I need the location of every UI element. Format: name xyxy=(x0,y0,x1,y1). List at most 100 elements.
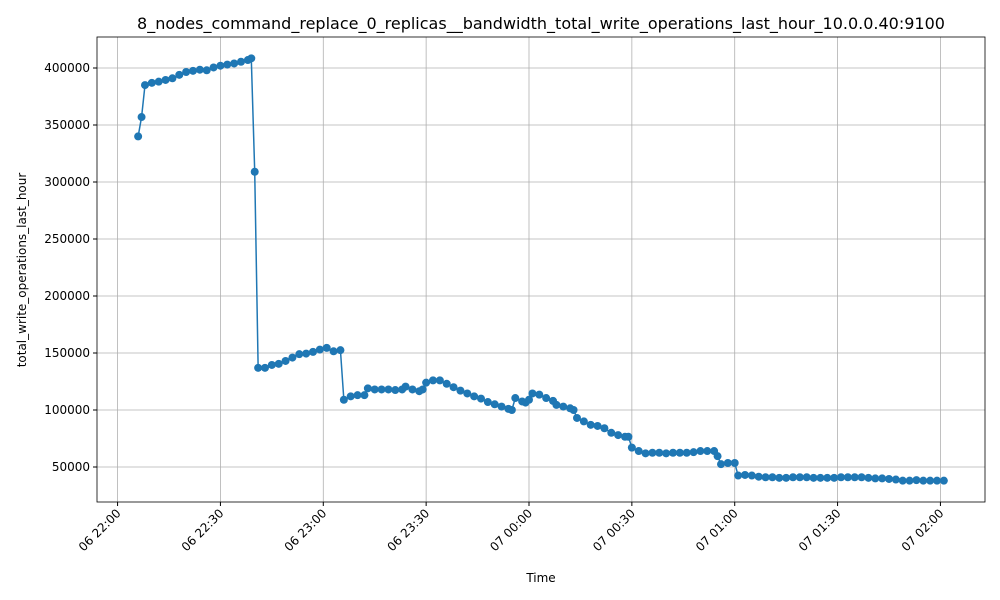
data-point xyxy=(254,363,263,372)
data-point xyxy=(809,473,818,482)
data-point xyxy=(182,67,191,76)
data-point xyxy=(528,389,537,398)
data-point xyxy=(237,57,245,66)
data-point xyxy=(339,395,348,404)
data-point xyxy=(137,113,146,122)
data-point xyxy=(377,385,386,394)
data-point xyxy=(336,346,345,355)
data-point xyxy=(463,389,472,398)
data-point xyxy=(477,394,485,403)
data-point xyxy=(281,356,290,365)
data-point xyxy=(939,476,948,485)
data-point xyxy=(871,474,880,483)
data-point xyxy=(689,448,698,457)
y-tick-label: 250000 xyxy=(44,232,90,246)
data-point xyxy=(655,448,664,457)
y-tick-label: 100000 xyxy=(44,403,90,417)
data-point xyxy=(675,448,684,457)
data-point xyxy=(535,390,544,399)
data-point xyxy=(202,66,211,75)
y-axis-label: total_write_operations_last_hour xyxy=(15,173,29,368)
chart-title: 8_nodes_command_replace_0_replicas__band… xyxy=(137,14,945,34)
data-point xyxy=(559,402,568,411)
data-point xyxy=(723,459,732,468)
data-point xyxy=(175,70,184,79)
data-point xyxy=(449,383,458,392)
data-point xyxy=(593,421,602,430)
data-point xyxy=(391,386,400,395)
data-point xyxy=(878,474,887,483)
data-point xyxy=(747,471,756,480)
data-point xyxy=(168,74,177,83)
data-point xyxy=(247,54,256,63)
data-point xyxy=(850,473,859,482)
data-point xyxy=(422,378,431,387)
data-point xyxy=(384,385,393,394)
data-point xyxy=(552,400,561,409)
data-point xyxy=(830,473,839,482)
data-point xyxy=(483,398,492,407)
data-point xyxy=(795,473,804,482)
data-point xyxy=(926,476,935,485)
data-point xyxy=(435,376,444,385)
data-point xyxy=(898,476,907,485)
data-point xyxy=(802,473,811,482)
data-point xyxy=(696,447,705,456)
data-point xyxy=(634,447,643,456)
data-point xyxy=(408,385,417,394)
data-point xyxy=(782,473,791,482)
data-point xyxy=(429,376,437,385)
data-point xyxy=(579,417,588,426)
data-point xyxy=(905,476,914,485)
data-point xyxy=(141,81,149,90)
data-point xyxy=(315,345,324,354)
data-point xyxy=(837,473,845,482)
data-point xyxy=(857,473,866,482)
data-point xyxy=(607,428,616,437)
data-point xyxy=(370,385,379,394)
data-point xyxy=(573,413,581,422)
data-point xyxy=(161,75,170,84)
data-point xyxy=(891,475,900,484)
data-point xyxy=(511,394,520,403)
data-point xyxy=(600,424,609,433)
data-point xyxy=(295,350,304,359)
data-point xyxy=(569,406,578,415)
data-point xyxy=(309,347,317,356)
data-point xyxy=(912,476,921,485)
data-point xyxy=(250,167,259,176)
y-tick-label: 50000 xyxy=(52,460,90,474)
data-point xyxy=(346,392,355,401)
data-point xyxy=(490,400,499,409)
data-point xyxy=(627,443,636,452)
data-point xyxy=(713,452,722,461)
data-point xyxy=(134,132,143,141)
data-point xyxy=(360,391,369,400)
data-point xyxy=(864,473,873,482)
y-tick-label: 150000 xyxy=(44,346,90,360)
data-point xyxy=(223,60,232,69)
data-point xyxy=(734,471,743,480)
y-tick-label: 400000 xyxy=(44,61,90,75)
data-point xyxy=(442,379,451,388)
data-point xyxy=(823,473,832,482)
data-point xyxy=(525,395,533,404)
data-point xyxy=(843,473,852,482)
y-tick-label: 350000 xyxy=(44,118,90,132)
data-point xyxy=(761,473,770,482)
data-point xyxy=(717,460,725,469)
y-tick-label: 200000 xyxy=(44,289,90,303)
data-point xyxy=(230,59,239,68)
data-point xyxy=(586,420,595,429)
data-point xyxy=(741,470,749,479)
data-point xyxy=(267,360,276,369)
data-point xyxy=(147,78,156,87)
data-point xyxy=(216,61,225,70)
data-point xyxy=(754,472,763,481)
data-point xyxy=(189,66,197,75)
data-point xyxy=(322,343,331,352)
plot-frame xyxy=(96,36,986,503)
y-tick-label: 300000 xyxy=(44,175,90,189)
data-point xyxy=(816,473,825,482)
